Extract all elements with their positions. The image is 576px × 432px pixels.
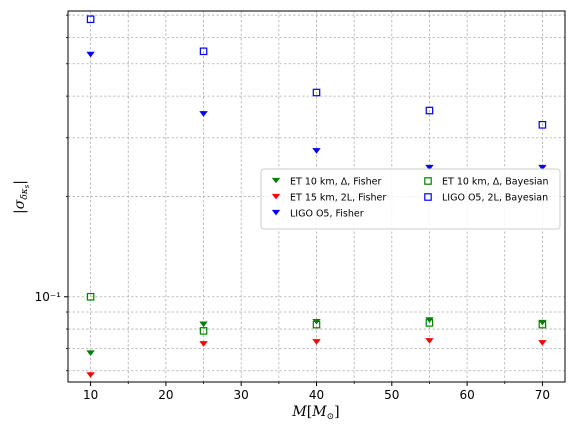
data-point — [425, 106, 434, 115]
x-tick-label: 50 — [384, 388, 399, 402]
x-axis-title-bracket-close: ] — [334, 404, 339, 420]
data-point — [538, 164, 547, 171]
data-point — [86, 372, 95, 378]
data-point — [538, 340, 547, 346]
y-axis-title-sub: δκ — [20, 188, 30, 199]
series-3 — [86, 292, 547, 335]
data-point — [199, 341, 208, 347]
legend-label: ET 15 km, 2L, Fisher — [290, 193, 386, 204]
y-axis-title-bar-open: | — [12, 209, 28, 214]
legend: ET 10 km, Δ, Fisher ET 15 km, 2L, Fisher L… — [260, 168, 561, 230]
x-tick-label: 70 — [535, 388, 550, 402]
x-axis-title-var: M — [291, 404, 307, 420]
data-point — [312, 148, 321, 154]
legend-label: LIGO O5, 2L, Bayesian — [442, 193, 548, 204]
y-axis-title: |σδκs| — [12, 180, 31, 214]
y-axis-title-sigma: σ — [12, 199, 28, 209]
x-tick-label: 10 — [83, 388, 98, 402]
x-axis-title-unit-sub: ⊙ — [327, 412, 335, 422]
data-points — [86, 15, 547, 378]
data-point — [86, 15, 95, 24]
data-point — [199, 47, 208, 56]
legend-item: LIGO O5, 2L, Bayesian — [424, 193, 548, 204]
y-axis-title-bar-close: | — [12, 180, 28, 185]
x-tick-label: 30 — [234, 388, 249, 402]
series-2 — [86, 51, 547, 171]
data-point — [312, 339, 321, 345]
series-4 — [86, 15, 547, 129]
legend-marker — [424, 193, 432, 201]
x-axis-title-bracket-open: [ — [307, 404, 312, 420]
legend-marker — [424, 177, 432, 185]
data-point — [538, 121, 547, 129]
legend-item: ET 10 km, Δ, Fisher — [271, 177, 381, 188]
y-axis-title-subsub: s — [23, 184, 31, 188]
legend-marker — [271, 209, 281, 216]
x-axis-title: M[M⊙] — [291, 404, 339, 422]
data-point — [86, 350, 95, 357]
data-point — [199, 327, 208, 335]
data-point — [312, 88, 321, 97]
axis-ticks: 10 20 30 40 50 60 70 10⁻¹ — [35, 14, 550, 402]
x-tick-label: 40 — [309, 388, 324, 402]
data-point — [425, 338, 434, 344]
data-point — [199, 321, 208, 328]
data-point — [538, 320, 547, 329]
legend-items: ET 10 km, Δ, Fisher ET 15 km, 2L, Fisher L… — [271, 177, 549, 220]
legend-frame — [260, 168, 561, 230]
y-tick-label: 10⁻¹ — [35, 290, 62, 304]
data-point — [312, 320, 321, 329]
x-tick-label: 60 — [459, 388, 474, 402]
legend-marker — [271, 193, 281, 200]
legend-label: ET 10 km, Δ, Bayesian — [442, 177, 549, 188]
data-point — [86, 51, 95, 58]
legend-item: ET 15 km, 2L, Fisher — [271, 193, 386, 204]
legend-item: LIGO O5, Fisher — [271, 209, 364, 220]
data-point — [425, 319, 434, 327]
data-point — [425, 164, 434, 171]
legend-item: ET 10 km, Δ, Bayesian — [424, 177, 549, 188]
legend-label: LIGO O5, Fisher — [290, 209, 364, 220]
x-axis-title-unit: M — [311, 404, 327, 420]
data-point — [199, 111, 208, 117]
data-point — [86, 292, 95, 301]
legend-label: ET 10 km, Δ, Fisher — [290, 177, 381, 188]
series-1 — [86, 338, 547, 378]
legend-marker — [271, 177, 281, 184]
x-tick-label: 20 — [158, 388, 173, 402]
